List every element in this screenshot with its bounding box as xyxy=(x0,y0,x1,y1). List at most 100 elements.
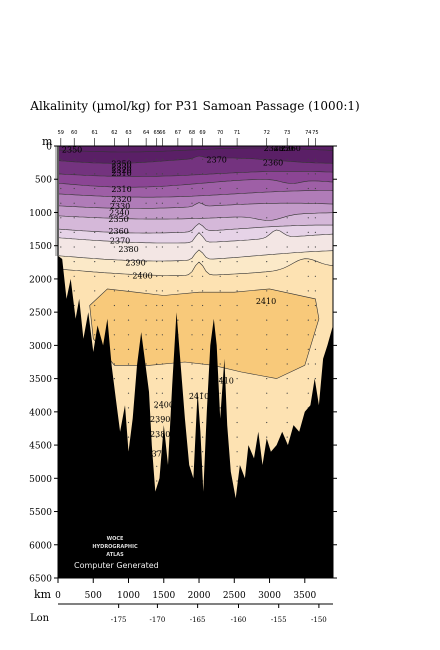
sample-dot xyxy=(113,173,115,175)
y-tick-label: 5500 xyxy=(29,508,52,518)
km-unit-label: km xyxy=(34,588,52,601)
sample-dot xyxy=(60,246,62,248)
sample-dot xyxy=(127,158,130,160)
sample-dot xyxy=(156,407,158,409)
sample-dot xyxy=(202,275,204,277)
station-label: 65 xyxy=(154,130,160,136)
sample-dot xyxy=(307,392,309,394)
sample-dot xyxy=(191,217,193,219)
band-surface xyxy=(58,146,333,152)
sample-dot xyxy=(236,261,238,263)
contour-label: 2350 xyxy=(273,144,293,153)
sample-dot xyxy=(236,217,238,219)
sample-dot xyxy=(202,348,204,350)
sample-dot xyxy=(156,363,158,365)
contour-label: 2360 xyxy=(263,159,283,168)
y-tick-label: 4500 xyxy=(29,442,52,452)
band-2380 xyxy=(58,230,333,261)
contour-label: 2360 xyxy=(281,144,301,153)
sample-dot xyxy=(266,158,268,160)
sample-dot xyxy=(286,363,288,365)
sample-dot xyxy=(266,173,268,175)
band-2390 xyxy=(58,249,333,276)
sample-dot xyxy=(127,392,130,394)
sample-dot xyxy=(161,421,163,424)
y-axis: 0 500 1000 1500 2000 2500 3000 3500 4000 4500 5000… xyxy=(29,143,337,585)
sample-dot xyxy=(307,231,309,233)
sample-dot xyxy=(202,451,204,453)
watermark-line-2: HYDROGRAPHIC xyxy=(92,544,138,550)
y-tick-label: 5000 xyxy=(29,475,52,485)
sample-dot xyxy=(161,275,163,277)
sample-dot xyxy=(266,436,268,438)
contour-label: 2340 xyxy=(264,144,284,153)
sample-dot xyxy=(219,363,221,365)
depth-unit-label: m xyxy=(42,135,53,148)
sample-dot xyxy=(145,275,147,277)
sample-dot xyxy=(161,436,163,438)
y-tick-label: 6000 xyxy=(29,541,52,551)
band-2370 xyxy=(58,223,333,243)
sample-dot xyxy=(286,378,288,380)
sample-dot xyxy=(219,334,221,336)
sample-dot xyxy=(177,217,179,219)
contour-label: 2320 xyxy=(111,166,131,175)
x-tick-label: 1500 xyxy=(152,591,175,601)
sample-dot xyxy=(191,348,193,350)
sample-dot xyxy=(307,173,309,175)
sample-dot xyxy=(286,319,288,321)
sample-dot xyxy=(286,261,288,263)
seafloor xyxy=(58,255,333,578)
sample-dot xyxy=(202,202,204,204)
sample-dot xyxy=(202,436,204,438)
sample-dot xyxy=(156,217,158,219)
sample-dot xyxy=(286,334,288,336)
sample-dot xyxy=(191,436,193,438)
x-tick-label: 2000 xyxy=(188,591,211,601)
station-label: 73 xyxy=(284,130,290,136)
sample-dot xyxy=(236,334,238,336)
lon-tick-label: -155 xyxy=(271,616,287,624)
sample-dot xyxy=(73,275,75,277)
station-label: 68 xyxy=(189,130,195,136)
sample-dot xyxy=(94,173,96,175)
sample-dot xyxy=(60,187,62,190)
plot-frame xyxy=(57,145,334,579)
sample-dot xyxy=(191,304,193,307)
sample-dot xyxy=(113,378,115,380)
sample-dot xyxy=(127,173,130,175)
sample-dot xyxy=(202,261,204,263)
sample-dot xyxy=(127,202,130,204)
sample-dot xyxy=(73,290,75,292)
contour-label: 2380 xyxy=(118,245,138,254)
sample-dot xyxy=(307,319,309,321)
sample-dot xyxy=(191,392,193,394)
band-2350 xyxy=(58,202,333,221)
sample-dot xyxy=(219,319,221,321)
sample-dot xyxy=(219,173,221,175)
sample-dot xyxy=(236,480,238,482)
station-label: 74 xyxy=(305,130,311,136)
contour-label: 2380 xyxy=(150,430,170,439)
contour-label: 2340 xyxy=(109,209,129,218)
station-label: 64 xyxy=(143,130,149,136)
y-tick-label: 3500 xyxy=(29,375,52,385)
sample-dot xyxy=(191,334,193,336)
sample-dot xyxy=(60,217,62,219)
sample-dot xyxy=(307,348,309,350)
sample-dot xyxy=(94,158,96,160)
contour-line-2320 xyxy=(58,171,333,177)
sample-dot xyxy=(286,407,288,409)
sample-dot xyxy=(191,173,193,175)
contour-label: 2370 xyxy=(147,450,167,459)
sample-dot xyxy=(127,187,130,190)
contour-label: 2390 xyxy=(150,415,170,424)
sample-dot xyxy=(161,158,163,160)
sample-dot xyxy=(73,261,75,263)
sample-dot xyxy=(127,334,130,336)
sample-dot xyxy=(219,290,221,292)
sample-dot xyxy=(161,378,163,380)
sample-dot xyxy=(177,173,179,175)
contour-label: 2360 xyxy=(108,227,128,236)
sample-dot xyxy=(156,348,158,350)
